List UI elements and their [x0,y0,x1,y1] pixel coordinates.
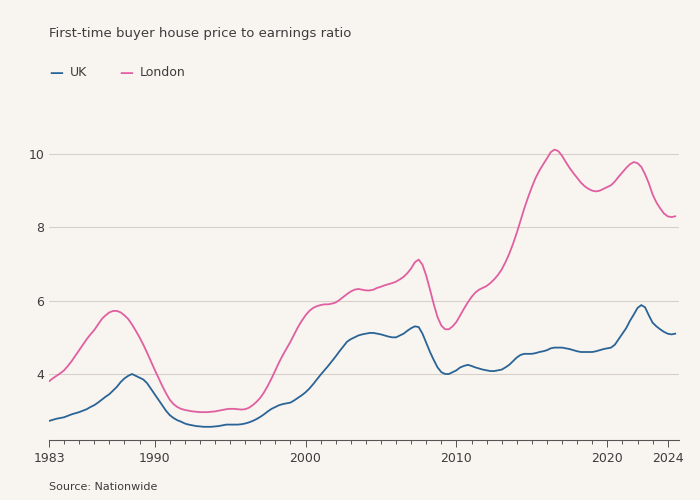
UK [271,404,279,410]
London [671,214,680,220]
Text: —: — [119,66,133,80]
UK [637,302,645,308]
London [362,288,370,294]
UK [199,424,208,430]
UK [460,363,468,369]
Text: —: — [49,66,63,80]
London [132,328,140,334]
UK [45,418,53,424]
Text: Source: Nationwide: Source: Nationwide [49,482,158,492]
London [550,146,559,152]
London [460,306,468,312]
London [45,378,53,384]
UK [362,330,370,336]
Line: London: London [49,150,676,412]
UK [369,330,377,336]
London [128,322,136,328]
Text: London: London [140,66,186,79]
London [196,409,204,415]
London [369,286,377,292]
UK [671,330,680,336]
London [271,368,279,374]
Line: UK: UK [49,305,676,427]
UK [128,371,136,377]
Text: UK: UK [70,66,88,79]
Text: First-time buyer house price to earnings ratio: First-time buyer house price to earnings… [49,27,351,40]
UK [132,373,140,379]
